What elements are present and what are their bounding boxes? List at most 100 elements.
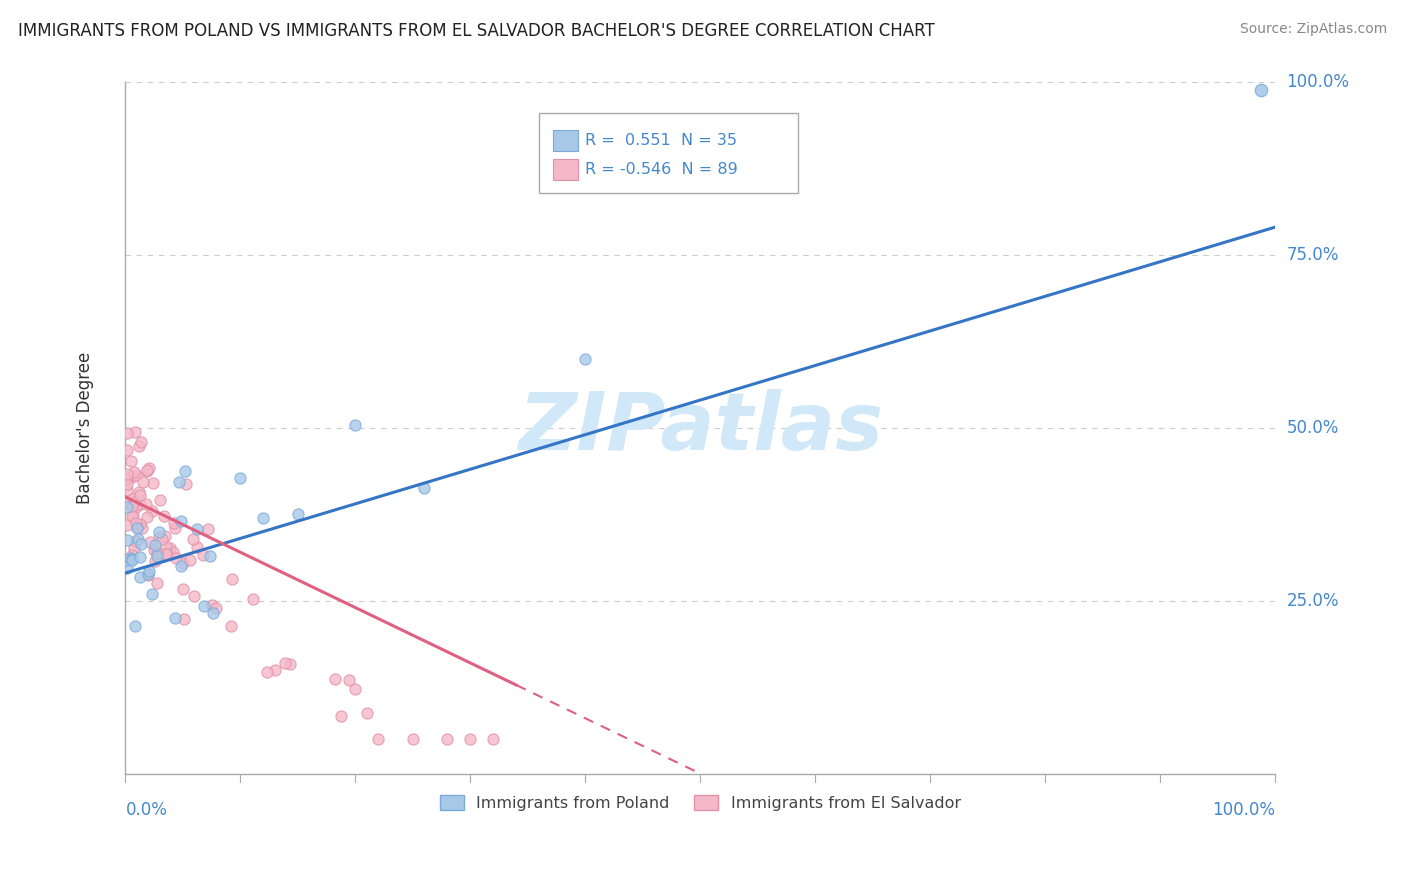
Point <box>183 589 205 603</box>
Point <box>162 544 184 558</box>
Point <box>221 572 243 586</box>
Point <box>356 706 378 720</box>
Point <box>482 731 505 746</box>
Point <box>256 665 278 679</box>
Point <box>115 467 138 481</box>
Point <box>167 475 190 489</box>
Point <box>128 549 150 564</box>
Point <box>127 521 149 535</box>
Point <box>121 508 143 522</box>
Point <box>149 547 172 561</box>
Text: Bachelor's Degree: Bachelor's Degree <box>76 351 94 504</box>
Point <box>198 549 221 563</box>
Point <box>121 552 143 566</box>
Point <box>149 492 172 507</box>
Point <box>136 464 159 478</box>
Point <box>115 426 138 441</box>
Point <box>148 524 170 539</box>
Point <box>155 529 177 543</box>
Point <box>186 540 208 554</box>
Text: ZIPatlas: ZIPatlas <box>517 389 883 467</box>
Point <box>121 508 143 523</box>
Point <box>121 549 143 563</box>
FancyBboxPatch shape <box>553 130 578 151</box>
Point <box>402 731 425 746</box>
Point <box>153 509 176 524</box>
Point <box>115 483 138 498</box>
Point <box>197 522 219 536</box>
Point <box>129 434 152 449</box>
Point <box>115 533 138 547</box>
Text: R =  0.551  N = 35: R = 0.551 N = 35 <box>585 133 737 148</box>
Point <box>115 552 138 566</box>
Point <box>1250 83 1272 97</box>
Text: R = -0.546  N = 89: R = -0.546 N = 89 <box>585 162 738 178</box>
FancyBboxPatch shape <box>553 160 578 180</box>
Point <box>115 470 138 484</box>
Text: IMMIGRANTS FROM POLAND VS IMMIGRANTS FROM EL SALVADOR BACHELOR'S DEGREE CORRELAT: IMMIGRANTS FROM POLAND VS IMMIGRANTS FRO… <box>18 22 935 40</box>
Point <box>145 538 167 552</box>
Point <box>165 611 187 625</box>
Text: 25.0%: 25.0% <box>1286 591 1339 609</box>
Point <box>129 488 152 502</box>
Legend: Immigrants from Poland, Immigrants from El Salvador: Immigrants from Poland, Immigrants from … <box>433 789 967 817</box>
Point <box>163 521 186 535</box>
Point <box>121 469 143 483</box>
Point <box>138 564 160 578</box>
Point <box>127 519 149 533</box>
Point <box>242 591 264 606</box>
Point <box>115 477 138 491</box>
Point <box>278 657 301 671</box>
Point <box>131 537 153 551</box>
Point <box>125 468 148 483</box>
Point <box>115 500 138 514</box>
Point <box>146 575 169 590</box>
Text: 100.0%: 100.0% <box>1286 73 1350 91</box>
Point <box>115 472 138 486</box>
Point <box>159 541 181 555</box>
Point <box>115 442 138 457</box>
Point <box>125 534 148 549</box>
Point <box>124 495 146 509</box>
Point <box>156 547 179 561</box>
Text: 75.0%: 75.0% <box>1286 246 1339 264</box>
Point <box>124 619 146 633</box>
Point <box>120 454 142 468</box>
Point <box>128 570 150 584</box>
Point <box>170 514 193 528</box>
Point <box>115 518 138 533</box>
Point <box>128 484 150 499</box>
Point <box>205 600 228 615</box>
Point <box>174 464 197 478</box>
Point <box>458 731 481 746</box>
Point <box>155 540 177 554</box>
Point <box>186 523 208 537</box>
Point <box>574 351 596 366</box>
Point <box>124 425 146 439</box>
Point <box>202 606 225 620</box>
Point <box>191 548 214 562</box>
Text: 50.0%: 50.0% <box>1286 418 1339 437</box>
Point <box>145 549 167 564</box>
Point <box>274 656 297 670</box>
Point <box>121 551 143 566</box>
Point <box>131 521 153 535</box>
Point <box>287 507 309 521</box>
Point <box>367 731 389 746</box>
Point <box>136 568 159 582</box>
Point <box>135 497 157 511</box>
Point <box>143 543 166 558</box>
Point <box>132 475 155 489</box>
Point <box>121 491 143 506</box>
Point <box>141 504 163 518</box>
Point <box>142 476 165 491</box>
Point <box>148 530 170 544</box>
Point <box>122 466 145 480</box>
Point <box>141 587 163 601</box>
Point <box>263 663 285 677</box>
Text: Source: ZipAtlas.com: Source: ZipAtlas.com <box>1240 22 1388 37</box>
Point <box>173 612 195 626</box>
Point <box>143 554 166 568</box>
Point <box>323 672 346 686</box>
Point <box>337 673 360 687</box>
